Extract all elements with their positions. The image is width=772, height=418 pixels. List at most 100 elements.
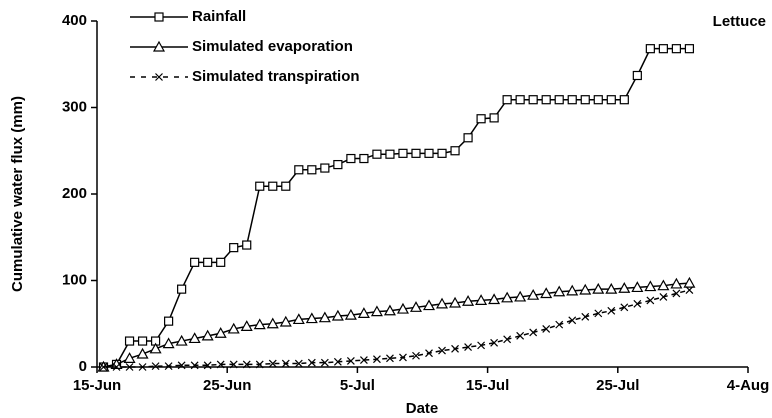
x-tick-label: 4-Aug	[727, 377, 770, 394]
marker	[177, 284, 187, 294]
marker	[411, 148, 421, 158]
x-tick-label: 25-Jun	[203, 377, 251, 394]
marker	[398, 148, 408, 158]
marker	[307, 358, 316, 367]
marker	[294, 165, 304, 175]
marker	[229, 360, 238, 369]
marker	[125, 363, 134, 371]
marker	[177, 361, 186, 370]
marker	[281, 181, 291, 191]
marker	[451, 344, 459, 353]
marker	[503, 335, 512, 344]
marker	[540, 287, 553, 299]
marker	[475, 294, 488, 305]
marker	[515, 95, 525, 105]
marker	[112, 363, 121, 371]
marker	[436, 297, 449, 309]
marker	[659, 293, 668, 301]
marker	[425, 349, 433, 358]
marker	[580, 95, 590, 105]
x-axis-title: Date	[406, 400, 439, 417]
marker	[373, 355, 381, 364]
marker	[592, 282, 605, 294]
marker	[188, 332, 201, 344]
marker	[553, 285, 566, 297]
marker	[318, 311, 331, 323]
marker	[255, 181, 265, 191]
marker	[567, 95, 577, 105]
marker	[152, 40, 166, 52]
marker	[385, 149, 395, 159]
marker	[527, 288, 540, 300]
marker	[216, 257, 226, 267]
marker	[292, 313, 305, 325]
marker	[294, 359, 303, 368]
marker	[632, 70, 642, 81]
marker	[149, 342, 162, 354]
marker	[164, 362, 173, 371]
y-tick-label: 100	[62, 271, 87, 288]
marker	[227, 322, 240, 334]
annotation: Lettuce	[713, 13, 766, 30]
marker	[670, 277, 683, 289]
marker	[501, 291, 514, 303]
marker	[593, 95, 603, 105]
marker	[190, 257, 200, 267]
marker	[620, 303, 629, 312]
marker	[242, 240, 252, 250]
marker	[372, 149, 382, 159]
marker	[240, 320, 253, 331]
marker	[151, 362, 160, 371]
marker	[631, 281, 644, 293]
marker	[154, 12, 164, 22]
marker	[409, 301, 423, 312]
marker	[619, 95, 629, 105]
marker	[516, 331, 525, 340]
marker	[268, 359, 277, 368]
marker	[672, 289, 681, 298]
marker	[346, 153, 356, 164]
marker	[685, 286, 694, 294]
marker	[203, 257, 213, 267]
marker	[541, 95, 551, 105]
series-line	[103, 47, 690, 368]
marker	[657, 279, 670, 291]
marker	[476, 114, 486, 124]
y-tick-label: 200	[62, 185, 87, 202]
marker	[203, 361, 212, 370]
marker	[359, 356, 368, 365]
marker	[320, 358, 329, 367]
marker	[450, 146, 460, 156]
x-tick-label: 15-Jun	[73, 377, 121, 394]
marker	[579, 283, 592, 295]
marker	[463, 133, 473, 143]
marker	[618, 282, 631, 293]
marker	[346, 357, 355, 365]
marker	[529, 328, 538, 337]
marker	[646, 296, 655, 305]
marker	[566, 284, 579, 296]
marker	[437, 148, 447, 158]
marker	[307, 165, 317, 175]
marker	[542, 325, 551, 333]
marker	[242, 360, 251, 369]
y-tick-label: 400	[62, 12, 87, 29]
y-tick-label: 300	[62, 98, 87, 115]
series-line	[103, 289, 690, 368]
marker	[488, 293, 501, 305]
marker	[684, 44, 695, 54]
marker	[683, 276, 696, 288]
marker	[370, 305, 383, 317]
marker	[633, 299, 642, 308]
marker	[229, 243, 239, 253]
legend-label: Simulated evaporation	[192, 38, 353, 55]
marker	[255, 360, 264, 369]
marker	[477, 341, 486, 350]
legend-label: Rainfall	[192, 8, 246, 25]
marker	[489, 113, 499, 123]
marker	[386, 354, 394, 363]
marker	[99, 363, 108, 371]
marker	[201, 329, 214, 341]
x-tick-label: 25-Jul	[596, 377, 639, 394]
marker	[357, 307, 370, 318]
